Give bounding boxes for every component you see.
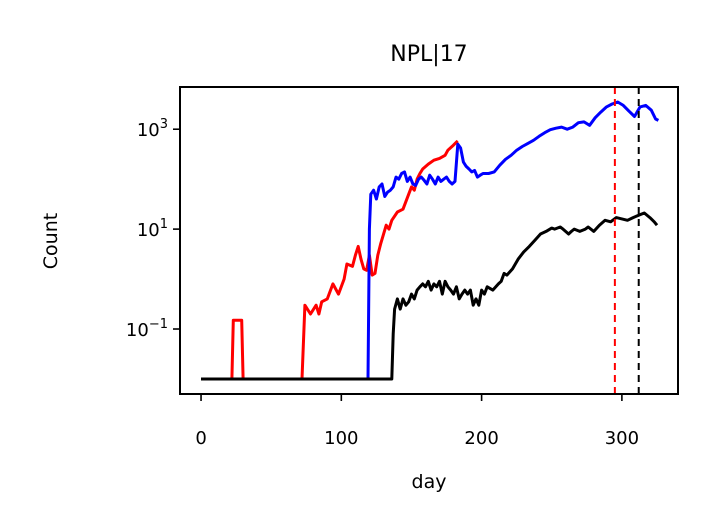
x-axis: 0 100 200 300	[195, 394, 639, 449]
y-axis: 10−1 101 103	[126, 117, 180, 341]
x-tick-label: 300	[605, 428, 639, 449]
y-axis-label: Count	[40, 213, 62, 269]
axes-frame	[179, 86, 679, 395]
x-tick-label: 200	[464, 428, 498, 449]
series-line-3	[201, 211, 659, 381]
y-tick-label: 10−1	[126, 317, 168, 341]
x-tick-label: 100	[324, 428, 358, 449]
series-line-2	[201, 100, 660, 381]
chart-title: NPL|17	[390, 42, 467, 67]
y-tick-label: 103	[137, 117, 168, 141]
y-tick-label: 101	[137, 217, 168, 241]
plot-area	[179, 86, 679, 395]
series-line-1	[201, 139, 459, 381]
x-tick-label: 0	[195, 428, 206, 449]
x-axis-label: day	[412, 471, 447, 493]
